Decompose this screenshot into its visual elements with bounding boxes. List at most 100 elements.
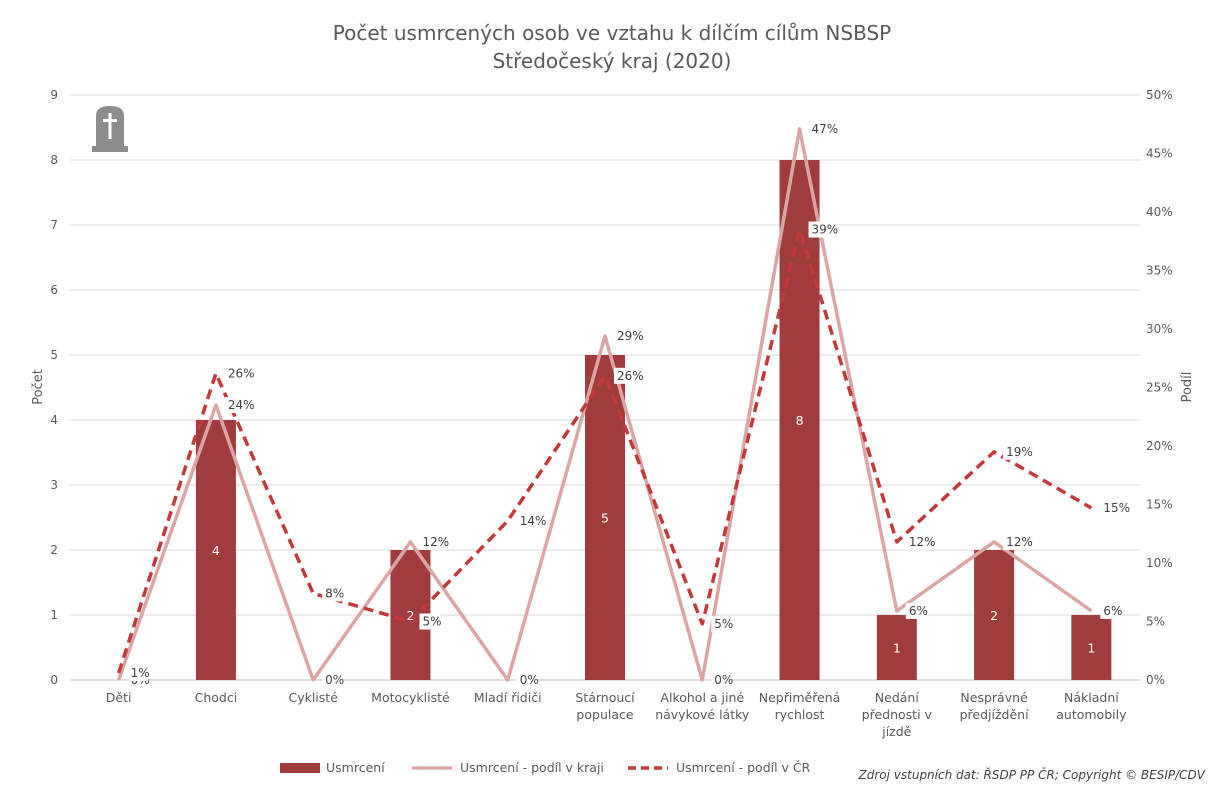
bar-series-usmrceni (195, 160, 1112, 680)
category-label: Nepřiměřená rychlost (759, 690, 841, 722)
legend: Usmrcení Usmrcení - podíl v kraji Usmrcení… (280, 760, 811, 775)
bar-value-label: 8 (796, 413, 804, 428)
dashed-data-label: 39% (812, 223, 839, 237)
category-label: Alkohol a jiné návykové látky (655, 690, 750, 722)
y-axis-right-title: Podíl (1180, 372, 1195, 403)
line-data-label: 12% (422, 535, 449, 549)
legend-label-podil-v-kraji: Usmrcení - podíl v kraji (460, 760, 604, 775)
category-axis: Děti Chodci Cyklisté Motocyklisté Mladí řidi… (106, 690, 1127, 739)
series-line-podil-v-kraji (116, 127, 1093, 682)
chart-subtitle: Středočeský kraj (2020) (493, 49, 732, 73)
category-label: Chodci (195, 690, 238, 705)
left-tick-label: 3 (50, 478, 58, 492)
category-label: Stárnoucí populace (575, 690, 635, 722)
line-data-label: 0% (520, 673, 539, 687)
line-data-label: 29% (617, 329, 644, 343)
line-data-label: 0% (325, 673, 344, 687)
legend-label-usmrceni: Usmrcení (326, 760, 385, 775)
data-label-background (1003, 533, 1031, 550)
right-tick-label: 45% (1146, 147, 1173, 161)
dashed-data-label: 26% (617, 369, 644, 383)
line-series-podil-v-kraji (116, 127, 1093, 682)
category-label: Děti (106, 690, 132, 705)
line-data-label: 47% (812, 122, 839, 136)
bar-value-label: 4 (212, 543, 220, 558)
data-label-background (127, 664, 149, 681)
category-label: Nákladní automobily (1056, 690, 1127, 722)
data-label-background (419, 613, 441, 630)
data-label-background (322, 585, 343, 602)
dashed-data-label: 14% (520, 514, 547, 528)
left-tick-label: 2 (50, 543, 58, 557)
data-label-background (808, 221, 837, 238)
line-data-label: 0% (714, 673, 733, 687)
data-label-background (711, 672, 732, 688)
right-tick-label: 0% (1146, 673, 1165, 687)
left-tick-label: 6 (50, 283, 58, 297)
data-label-background (224, 365, 253, 382)
bar (1071, 615, 1112, 680)
line-data-label: 6% (909, 604, 928, 618)
right-tick-label: 10% (1146, 556, 1173, 570)
bar (974, 550, 1015, 680)
data-label-background (905, 533, 934, 550)
data-label-background (419, 533, 448, 550)
dashed-data-label: 8% (325, 586, 344, 600)
legend-label-podil-v-cr: Usmrcení - podíl v ČR (676, 760, 811, 775)
bar (195, 420, 236, 680)
left-tick-label: 7 (50, 218, 58, 232)
right-tick-label: 25% (1146, 381, 1173, 395)
left-axis: 0 1 2 3 4 5 6 7 8 9 (50, 88, 58, 687)
data-label-background (224, 397, 253, 414)
bar (585, 355, 625, 680)
dashed-data-label: 5% (714, 617, 733, 631)
right-tick-label: 5% (1146, 615, 1165, 629)
dashed-data-label: 12% (909, 535, 936, 549)
category-label: Motocyklisté (371, 690, 450, 705)
left-tick-label: 5 (50, 348, 58, 362)
category-label: Cyklisté (288, 690, 338, 705)
dashed-data-label: 5% (422, 615, 441, 629)
bar-value-label: 2 (990, 608, 998, 623)
right-tick-label: 40% (1146, 205, 1173, 219)
gravestone-cross-icon (92, 106, 128, 152)
y-axis-left-title: Počet (31, 369, 46, 405)
line-data-label: 12% (1006, 535, 1033, 549)
right-tick-label: 50% (1146, 88, 1173, 102)
data-label-background (905, 602, 927, 619)
data-label-background (1100, 602, 1121, 619)
chart-title: Počet usmrcených osob ve vztahu k dílčím… (333, 21, 891, 45)
dashed-data-label: 15% (1103, 501, 1130, 515)
category-label: Nesprávné předjíždění (960, 690, 1029, 722)
data-label-background (614, 328, 642, 345)
right-tick-label: 20% (1146, 439, 1173, 453)
data-labels: 42581210%24%0%12%0%29%0%47%6%12%6%1%26%8… (127, 120, 1130, 688)
source-note: Zdroj vstupních dat: ŘSDP PP ČR; Copyrig… (858, 767, 1206, 782)
line-data-label: 24% (228, 398, 255, 412)
bar-value-label: 5 (601, 511, 609, 526)
dashed-data-label: 19% (1006, 445, 1033, 459)
left-tick-label: 4 (50, 413, 58, 427)
bar-value-label: 1 (893, 641, 901, 656)
dashed-data-label: 26% (228, 366, 255, 380)
data-label-background (1003, 443, 1031, 460)
bar-value-label: 1 (1087, 641, 1095, 656)
right-tick-label: 15% (1146, 498, 1173, 512)
data-label-background (516, 512, 545, 529)
bar-value-label: 2 (406, 608, 414, 623)
data-label-background (322, 672, 343, 688)
right-axis: 0% 5% 10% 15% 20% 25% 30% 35% 40% 45% 50% (1146, 88, 1173, 687)
left-tick-label: 8 (50, 153, 58, 167)
right-tick-label: 35% (1146, 264, 1173, 278)
category-label: Nedání přednosti v jízdě (862, 690, 933, 739)
category-label: Mladí řidiči (474, 690, 542, 705)
right-tick-label: 30% (1146, 322, 1173, 336)
data-label-background (516, 672, 538, 688)
data-label-background (614, 367, 642, 384)
bar (779, 160, 820, 680)
line-data-label: 6% (1103, 604, 1122, 618)
data-label-background (808, 120, 837, 137)
left-tick-label: 0 (50, 673, 58, 687)
